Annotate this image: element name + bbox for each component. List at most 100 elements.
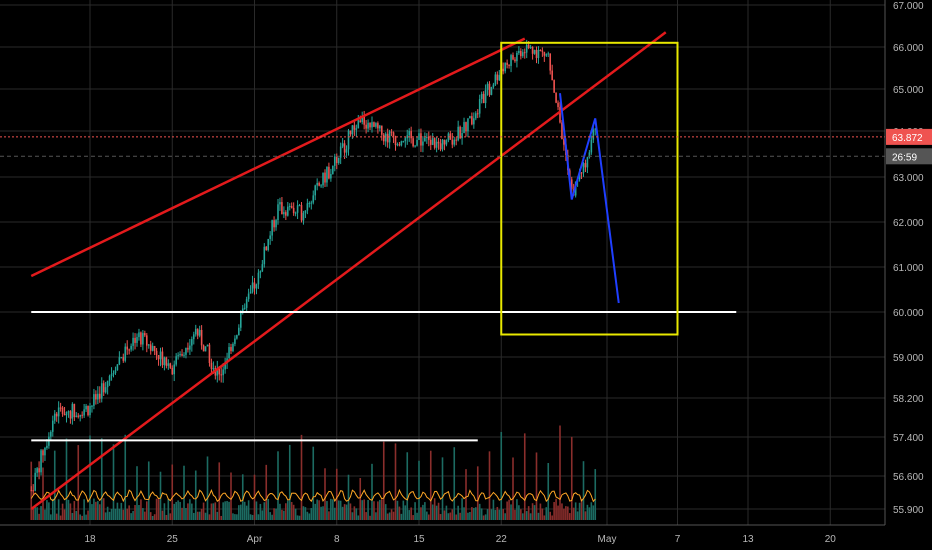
candle-body [580, 172, 583, 174]
candle-body [520, 50, 522, 57]
volume-bar [369, 515, 371, 520]
candle-body [310, 202, 313, 204]
volume-bar [365, 512, 367, 520]
volume-bar [570, 436, 573, 520]
volume-bar [285, 503, 287, 520]
volume-bar [326, 501, 328, 520]
candle-body [427, 136, 430, 140]
volume-bar [50, 514, 52, 520]
candle-body [449, 133, 452, 140]
candle-body [312, 195, 315, 203]
candle-body [392, 132, 395, 137]
volume-bar [245, 505, 248, 520]
candle-body [165, 357, 168, 366]
candle-body [539, 49, 542, 51]
volume-bar [306, 511, 309, 520]
candle-body [194, 328, 197, 335]
candle-body [386, 133, 389, 143]
volume-bar [349, 503, 352, 520]
candle-body [371, 122, 373, 128]
candles [30, 39, 597, 495]
y-tick-label: 65.000 [893, 85, 924, 96]
candle-body [157, 355, 160, 360]
candle-body [218, 368, 221, 375]
volume-bar [138, 505, 140, 520]
candle-body [261, 264, 264, 272]
volume-bar [523, 433, 526, 520]
volume-bar [216, 511, 219, 520]
volume-bar [590, 502, 593, 520]
y-tick-label: 60.000 [893, 308, 924, 319]
volume-bar [169, 513, 172, 520]
candle-body [124, 346, 127, 361]
candle-body [277, 204, 279, 221]
volume-bar [151, 515, 154, 520]
volume-bar [251, 514, 254, 520]
candle-body [87, 405, 89, 416]
candle-body [40, 450, 42, 473]
volume-bar [173, 503, 176, 520]
volume-bar [261, 510, 264, 520]
candle-body [557, 102, 559, 108]
volume-bar [298, 515, 301, 520]
candle-body [63, 413, 66, 416]
candle-body [543, 51, 546, 56]
candle-body [490, 87, 493, 95]
volume-bar [79, 514, 82, 520]
volume-bar [202, 502, 205, 520]
candle-body [435, 141, 438, 148]
candle-body [433, 138, 436, 148]
candle-body [408, 131, 411, 136]
volume-bar [198, 511, 201, 520]
candle-body [343, 143, 346, 153]
volume-bar [506, 501, 508, 520]
candle-body [275, 220, 277, 228]
volume-bar [521, 513, 524, 520]
volume-bar [341, 506, 344, 520]
candle-body [300, 205, 303, 221]
volume-bar [320, 506, 322, 520]
candle-body [527, 44, 530, 48]
candle-body [512, 55, 514, 60]
volume-bar [243, 501, 246, 520]
volume-bar [520, 509, 522, 520]
volume-bar [108, 511, 111, 520]
candle-body [202, 345, 205, 352]
volume-bar [424, 502, 426, 520]
volume-bar [355, 508, 358, 520]
volume-bar [275, 508, 277, 520]
volume-bar [457, 505, 459, 520]
candle-body [525, 44, 528, 53]
volume-bar [386, 513, 389, 520]
candle-body [191, 339, 193, 346]
y-tick-label: 56.600 [893, 472, 924, 483]
projection-path [559, 93, 620, 304]
volume-bar [149, 512, 152, 520]
candle-body [110, 374, 113, 377]
y-tick-label: 67.000 [893, 1, 924, 12]
candle-body [267, 238, 270, 251]
candle-body [208, 344, 211, 363]
candle-body [177, 355, 179, 357]
volume-bar [302, 506, 305, 520]
trendline [30, 31, 667, 510]
volume-bar [361, 500, 364, 520]
price-axis-panel[interactable] [885, 0, 932, 525]
time-axis-panel[interactable] [0, 525, 932, 550]
volume-bar [283, 510, 285, 520]
volume-bar [463, 507, 465, 520]
volume-bar [57, 499, 60, 520]
candle-body [61, 407, 64, 414]
candle-body [496, 74, 499, 81]
candle-body [504, 62, 506, 72]
volume-bar [443, 510, 446, 520]
volume-bar [40, 506, 42, 520]
volume-bar [163, 503, 166, 520]
volume-bar [118, 508, 121, 520]
volume-bar [484, 514, 487, 520]
candle-body [588, 152, 591, 158]
oscillator-line [30, 488, 596, 504]
candle-body [257, 272, 260, 285]
